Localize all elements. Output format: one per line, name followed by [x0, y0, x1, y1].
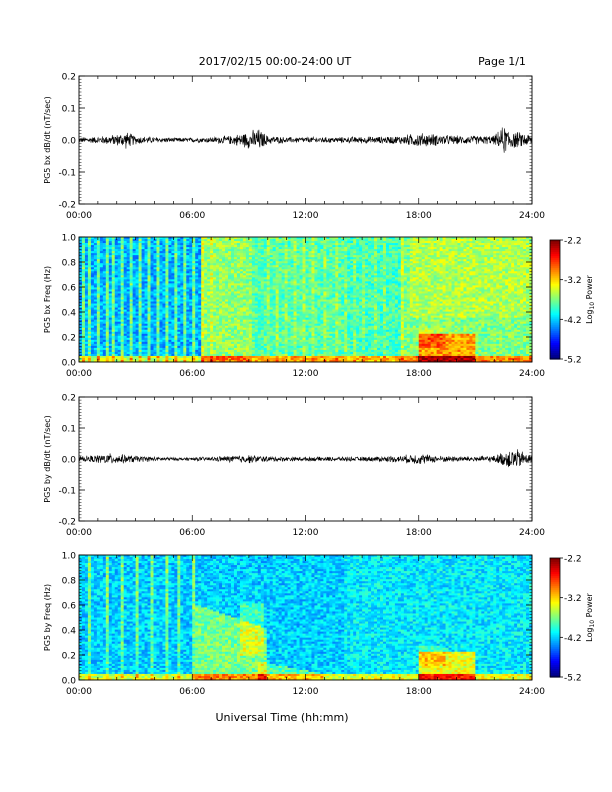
x-tick-label: 24:00: [519, 369, 545, 379]
y-tick-label: 0.6: [62, 284, 77, 294]
page-indicator: Page 1/1: [478, 55, 526, 68]
colorbar-tick-label: -4.2: [564, 634, 582, 644]
x-tick-label: 06:00: [179, 687, 205, 697]
colorbar: [549, 557, 563, 678]
x-tick-label: 00:00: [66, 528, 92, 538]
waveform-line: [78, 449, 533, 468]
y-tick-label: 1.0: [62, 234, 77, 244]
colorbar-tick-label: -3.2: [564, 276, 582, 286]
x-tick-label: 00:00: [66, 369, 92, 379]
y-tick-label: -0.1: [58, 169, 76, 179]
colorbar-tick-label: -3.2: [564, 594, 582, 604]
colorbar-tick-label: -4.2: [564, 316, 582, 326]
x-tick-label: 18:00: [406, 687, 432, 697]
spectrogram-cells: [79, 555, 533, 681]
x-tick-label: 12:00: [293, 211, 319, 221]
x-tick-label: 24:00: [519, 528, 545, 538]
colorbar-tick-label: -5.2: [564, 356, 582, 366]
x-tick-label: 24:00: [519, 211, 545, 221]
colorbar-tick-label: -5.2: [564, 674, 582, 684]
x-tick-label: 12:00: [293, 369, 319, 379]
spectrogram-cells: [79, 237, 533, 363]
y-tick-label: 0.6: [62, 602, 77, 612]
y-tick-label: 0.0: [62, 677, 77, 687]
y-tick-label: 0.0: [62, 359, 77, 369]
y-tick-label: 0.8: [62, 577, 77, 587]
x-tick-label: 00:00: [66, 211, 92, 221]
y-tick-label: 0.1: [62, 105, 76, 115]
plot-title: 2017/02/15 00:00-24:00 UT: [199, 55, 352, 68]
colorbar-label: Log10 Power: [585, 592, 596, 641]
y-tick-label: 0.2: [62, 73, 76, 83]
y-axis-label: PG5 bx Freq (Hz): [43, 266, 52, 333]
x-axis-label: Universal Time (hh:mm): [216, 711, 349, 724]
y-tick-label: -0.2: [58, 201, 76, 211]
y-tick-label: 0.8: [62, 259, 77, 269]
y-tick-label: 0.2: [62, 652, 76, 662]
x-tick-label: 12:00: [293, 528, 319, 538]
x-tick-label: 06:00: [179, 211, 205, 221]
x-tick-label: 06:00: [179, 528, 205, 538]
y-tick-label: 0.1: [62, 425, 76, 435]
y-tick-label: 0.0: [62, 456, 77, 466]
x-tick-label: 00:00: [66, 687, 92, 697]
y-tick-label: 0.4: [62, 627, 77, 637]
y-axis-label: PG5 bx dB/dt (nT/sec): [43, 96, 52, 183]
y-tick-label: 0.2: [62, 394, 76, 404]
y-axis-label: PG5 by dB/dt (nT/sec): [43, 415, 52, 502]
waveform-line: [78, 127, 533, 153]
y-tick-label: 1.0: [62, 552, 77, 562]
x-tick-label: 24:00: [519, 687, 545, 697]
y-tick-label: -0.1: [58, 487, 76, 497]
x-tick-label: 06:00: [179, 369, 205, 379]
colorbar-label: Log10 Power: [585, 274, 596, 323]
y-axis-label: PG5 by Freq (Hz): [43, 584, 52, 651]
x-tick-label: 18:00: [406, 528, 432, 538]
colorbar: [549, 239, 563, 360]
y-tick-label: 0.4: [62, 309, 77, 319]
y-tick-label: 0.0: [62, 137, 77, 147]
x-tick-label: 18:00: [406, 211, 432, 221]
colorbar-tick-label: -2.2: [564, 237, 582, 247]
x-tick-label: 12:00: [293, 687, 319, 697]
y-tick-label: 0.2: [62, 334, 76, 344]
y-tick-label: -0.2: [58, 518, 76, 528]
colorbar-tick-label: -2.2: [564, 555, 582, 565]
x-tick-label: 18:00: [406, 369, 432, 379]
